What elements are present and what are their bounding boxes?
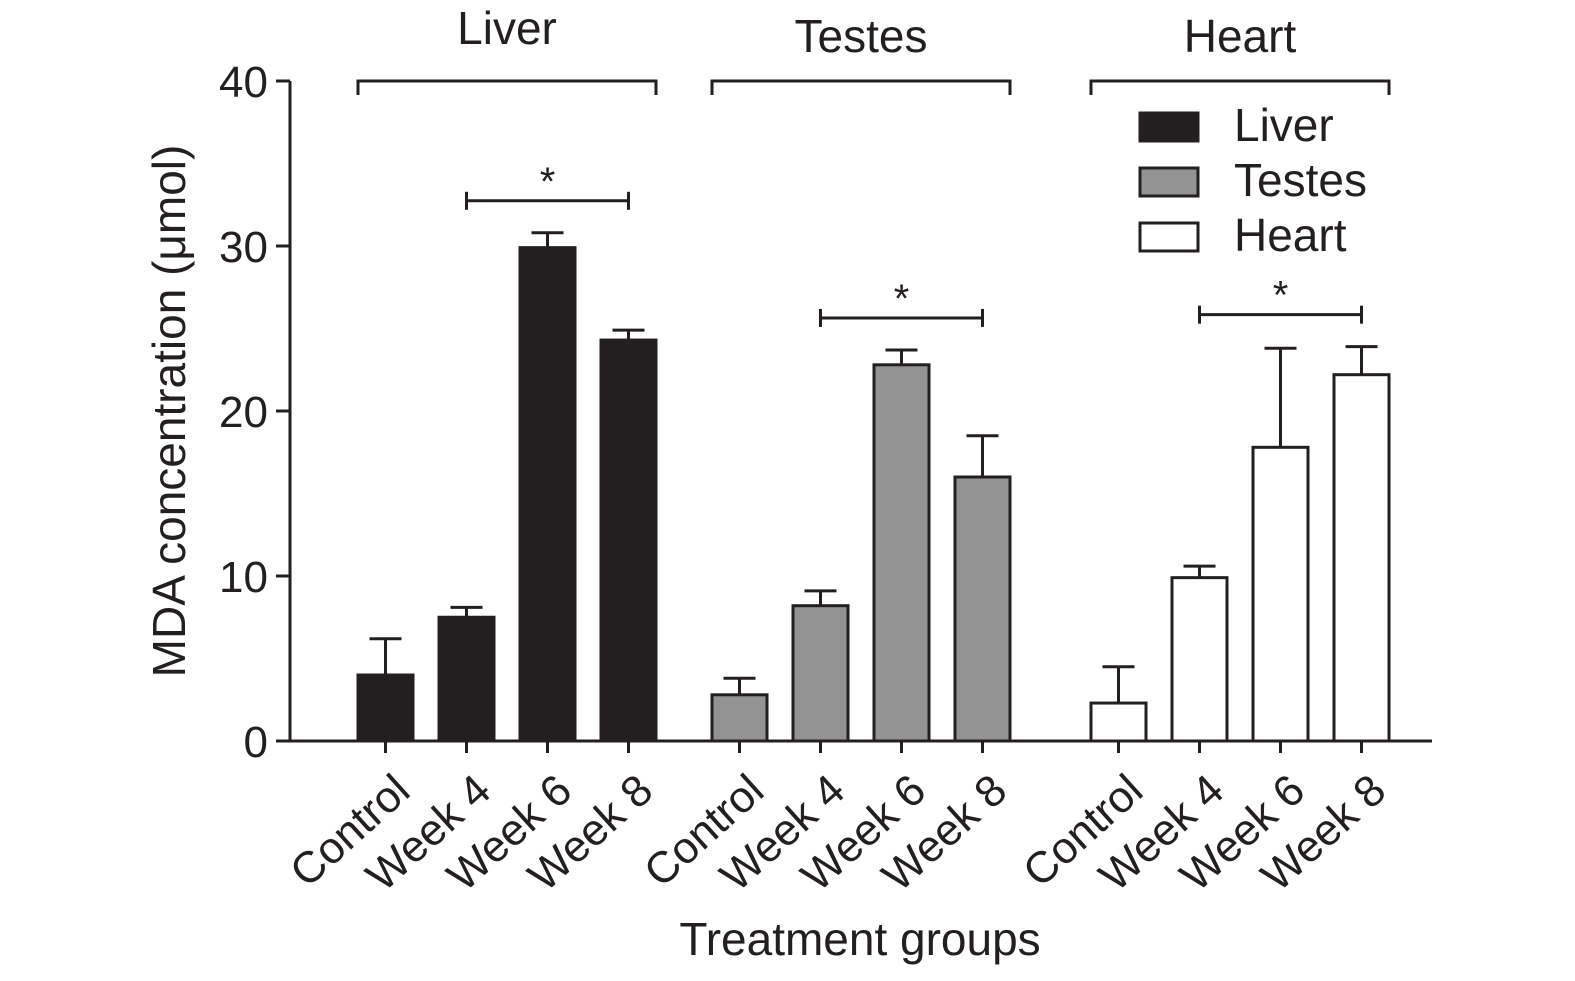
y-tick-label: 40 (219, 58, 268, 107)
significance-star: * (894, 277, 910, 321)
legend-label-liver: Liver (1234, 99, 1334, 151)
significance-star: * (540, 160, 556, 204)
y-tick-label: 0 (244, 718, 268, 767)
x-axis-title: Treatment groups (679, 913, 1040, 965)
bar-testes (710, 693, 769, 743)
group-title-testes: Testes (795, 10, 928, 62)
legend-swatch-testes (1138, 166, 1200, 198)
legend-swatch-heart (1138, 221, 1200, 253)
bar-testes (872, 363, 931, 743)
y-tick-label: 30 (219, 223, 268, 272)
bar-heart (1251, 445, 1310, 743)
legend-label-heart: Heart (1234, 209, 1347, 261)
bar-liver (437, 615, 496, 743)
bar-heart (1170, 576, 1229, 743)
legend-swatch-liver (1138, 111, 1200, 143)
y-tick-label: 10 (219, 553, 268, 602)
group-bracket (710, 79, 1012, 95)
bar-testes (953, 475, 1012, 743)
y-axis-title: MDA concentration (μmol) (143, 145, 195, 678)
bar-heart (1089, 701, 1148, 743)
group-title-heart: Heart (1184, 10, 1297, 62)
group-bracket (1089, 79, 1391, 95)
legend-label-testes: Testes (1234, 154, 1367, 206)
significance-star: * (1273, 274, 1289, 318)
bar-liver (356, 673, 415, 743)
group-title-liver: Liver (457, 2, 557, 54)
bar-heart (1332, 373, 1391, 743)
bar-liver (599, 338, 658, 743)
bar-liver (518, 246, 577, 743)
y-tick-label: 20 (219, 388, 268, 437)
group-bracket (356, 79, 658, 95)
bar-testes (791, 604, 850, 743)
